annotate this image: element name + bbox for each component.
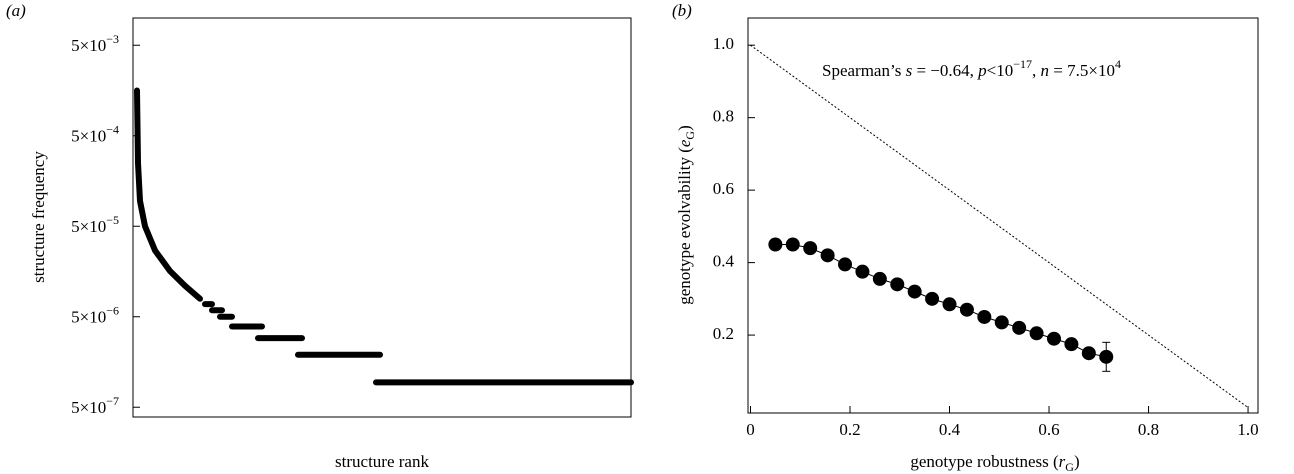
x-axis-label: genotype robustness (rG): [910, 452, 1079, 474]
point: [872, 271, 887, 286]
label-part: ): [675, 125, 694, 131]
y-tick-label: 5×10−6: [71, 303, 119, 326]
point: [1012, 320, 1027, 335]
y-tick-label: 5×10−7: [71, 394, 119, 417]
label-part: Spearman’s: [822, 61, 906, 80]
point: [1081, 346, 1096, 361]
point: [1099, 349, 1114, 364]
tick-label-base: 5×10: [71, 127, 106, 146]
label-part: p: [977, 61, 987, 80]
point: [907, 284, 922, 299]
y-tick-label: 1.0: [713, 34, 734, 53]
point: [1047, 331, 1061, 346]
label-part: G: [1065, 460, 1074, 474]
label-part: n: [1041, 61, 1050, 80]
point: [925, 291, 940, 306]
tick-label-exponent: −5: [106, 213, 119, 227]
data-line: [134, 87, 634, 386]
tick-label-base: 5×10: [71, 217, 106, 236]
point: [1064, 337, 1079, 352]
y-tick-label: 0.4: [713, 252, 735, 271]
label-part: r: [1059, 452, 1066, 471]
y-tick-label: 0.6: [713, 179, 734, 198]
point: [820, 248, 835, 263]
panel-label: (b): [672, 1, 692, 20]
label-part: ,: [1032, 61, 1041, 80]
point: [994, 315, 1009, 330]
label-part: = −0.64,: [912, 61, 978, 80]
label-part: G: [683, 131, 697, 140]
x-tick-label: 0.2: [839, 420, 860, 439]
y-tick-label: 5×10−5: [71, 213, 119, 236]
label-part: s: [906, 61, 913, 80]
tick-label-exponent: −7: [106, 394, 119, 408]
frame-b: [747, 17, 1259, 414]
y-tick-label: 5×10−4: [71, 122, 119, 145]
point: [1029, 326, 1044, 341]
point: [890, 277, 905, 292]
tick-label-base: 5×10: [71, 308, 106, 327]
point: [768, 237, 783, 252]
label-part: genotype robustness (: [910, 452, 1059, 471]
label-part: 4: [1115, 57, 1121, 71]
reference-line: [750, 44, 1249, 408]
label-part: <10: [987, 61, 1014, 80]
point: [803, 241, 818, 256]
label-part: genotype evolvability (: [675, 147, 694, 305]
x-axis-label: structure rank: [335, 452, 429, 471]
y-axis-label: structure frequency: [29, 151, 48, 283]
label-part: = 7.5×10: [1049, 61, 1115, 80]
point: [942, 297, 957, 312]
x-tick-label: 0.4: [939, 420, 961, 439]
x-tick-label: 0.8: [1138, 420, 1159, 439]
tick-label-exponent: −4: [106, 122, 119, 136]
tick-label-base: 5×10: [71, 398, 106, 417]
label-part: ): [1074, 452, 1080, 471]
panel-label: (a): [6, 1, 26, 20]
x-tick-label: 0: [746, 420, 755, 439]
frame-a: [132, 17, 632, 418]
label-part: e: [675, 139, 694, 147]
tick-label-exponent: −6: [106, 303, 119, 317]
y-tick-label: 0.8: [713, 107, 734, 126]
tick-label-base: 5×10: [71, 36, 106, 55]
label-part: −17: [1013, 57, 1032, 71]
point: [838, 257, 853, 272]
x-tick-label: 0.6: [1038, 420, 1059, 439]
point: [785, 237, 800, 252]
point: [959, 302, 974, 317]
tick-label-exponent: −3: [106, 32, 119, 46]
annotation: Spearman’s s = −0.64, p<10−17, n = 7.5×1…: [822, 57, 1121, 80]
y-tick-label: 0.2: [713, 324, 734, 343]
point: [977, 309, 992, 324]
point: [855, 264, 870, 279]
y-tick-label: 5×10−3: [71, 32, 119, 55]
x-tick-label: 1.0: [1237, 420, 1258, 439]
y-axis-label: genotype evolvability (eG): [675, 125, 697, 305]
